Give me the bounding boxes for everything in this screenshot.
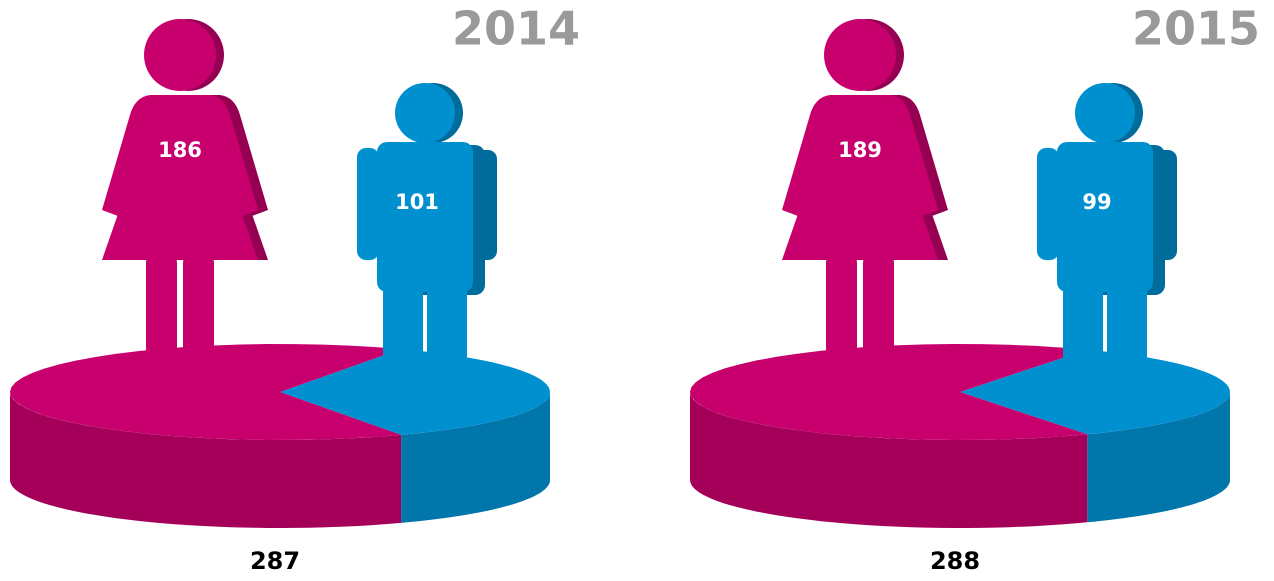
panel-title: 2015 — [1132, 2, 1260, 56]
woman-body — [102, 95, 258, 260]
man-body — [377, 142, 473, 292]
pie-slice — [690, 344, 1088, 440]
value-label: 186 — [158, 138, 202, 162]
value-label: 101 — [395, 190, 439, 214]
man-body — [1057, 142, 1153, 292]
woman-leg — [826, 250, 857, 378]
woman-leg — [146, 250, 177, 378]
man-arm-shadow — [1155, 150, 1177, 260]
man-leg — [427, 280, 467, 386]
panel-title: 2014 — [452, 2, 580, 56]
value-label: 99 — [1082, 190, 1111, 214]
pie-side — [10, 392, 402, 528]
man-leg — [1107, 280, 1147, 386]
pie-slice — [960, 349, 1230, 435]
man-arm-shadow — [475, 150, 497, 260]
woman-body — [782, 95, 938, 260]
pie-side — [690, 392, 1088, 528]
woman-head — [824, 19, 896, 91]
total-label: 288 — [930, 547, 980, 575]
total-label: 287 — [250, 547, 300, 575]
man-arm — [1037, 148, 1059, 260]
value-label: 189 — [838, 138, 882, 162]
man-arm — [357, 148, 379, 260]
man-head — [1075, 83, 1135, 143]
woman-leg — [183, 250, 214, 378]
man-head — [395, 83, 455, 143]
pie-slice — [280, 349, 550, 435]
woman-leg — [863, 250, 894, 378]
man-leg — [383, 280, 423, 386]
woman-head — [144, 19, 216, 91]
man-leg — [1063, 280, 1103, 386]
pie-slice — [10, 344, 402, 440]
pie-side — [1087, 392, 1230, 523]
pie-side — [401, 392, 550, 523]
